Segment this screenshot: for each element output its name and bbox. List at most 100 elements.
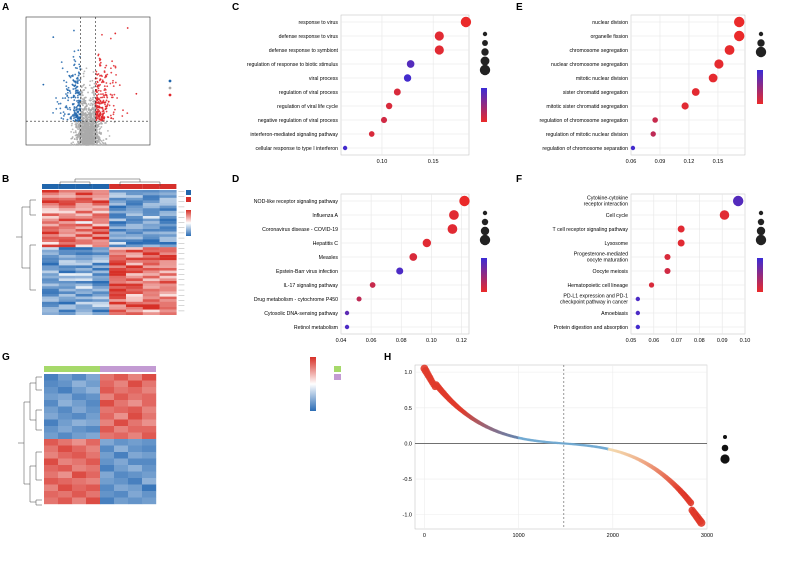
data-point [65, 105, 68, 107]
data-point [107, 129, 109, 132]
size-legend-dot [482, 31, 488, 37]
heat-cell [109, 221, 127, 224]
term-label: regulation of chromosome separation [542, 146, 628, 152]
heat-cell [128, 419, 143, 427]
heat-cell [75, 213, 93, 217]
heat-cell [159, 260, 177, 263]
heat-cell [109, 265, 127, 269]
heat-cell [72, 393, 87, 401]
data-point [82, 127, 85, 130]
data-point [93, 105, 96, 108]
size-legend-dot [720, 454, 730, 464]
heat-cell [75, 288, 93, 292]
heat-cell [114, 413, 129, 420]
data-point [99, 122, 101, 125]
heat-cell [159, 208, 177, 211]
heat-cell [142, 242, 160, 245]
group-bar-cell [109, 184, 126, 189]
heat-cell [142, 218, 160, 222]
heat-cell [142, 262, 160, 266]
heat-cell [44, 374, 59, 381]
data-point [99, 114, 101, 117]
heat-cell [58, 432, 73, 440]
term-label: defense response to symbiont [269, 48, 339, 54]
heat-cell [142, 426, 157, 433]
heat-cell [58, 257, 76, 261]
data-point [79, 103, 82, 105]
data-point [90, 114, 93, 117]
data-point [105, 107, 108, 110]
data-point [76, 138, 79, 141]
heat-cell [86, 419, 101, 427]
enrichment-dot [652, 117, 658, 123]
heat-cell [42, 268, 59, 271]
x-tick-label: 0.12 [456, 338, 467, 344]
heat-cell [109, 210, 127, 214]
heat-cell [100, 406, 115, 414]
data-point [66, 108, 69, 111]
term-label: response to virus [298, 20, 338, 26]
heat-cell [58, 262, 76, 266]
heat-cell [126, 205, 143, 209]
heat-cell [86, 426, 101, 433]
heat-cell [126, 312, 143, 315]
heat-cell [142, 387, 157, 394]
annotation-leader [683, 491, 689, 498]
heat-cell [114, 374, 129, 381]
data-point [116, 97, 119, 99]
heat-cell [100, 465, 115, 472]
heat-cell [142, 247, 160, 250]
heat-cell [126, 223, 143, 227]
heat-cell [128, 380, 143, 388]
heat-cell [92, 291, 110, 295]
heat-cell [75, 262, 93, 266]
heat-cell [42, 296, 59, 300]
heat-cell [100, 374, 115, 381]
enrichment-dot [449, 210, 459, 220]
heat-cell [58, 309, 76, 313]
heat-cell [75, 192, 93, 196]
heat-cell [159, 239, 177, 243]
heat-cell [109, 208, 127, 211]
data-point [68, 75, 71, 78]
heat-cell [92, 239, 110, 243]
data-point [73, 99, 76, 102]
heat-cell [75, 309, 93, 313]
data-point [82, 135, 85, 138]
term-label: Oocyte meiosis [593, 269, 629, 275]
data-point [99, 78, 102, 81]
data-point [71, 122, 74, 125]
heat-cell [142, 299, 160, 302]
data-point [106, 95, 108, 97]
heat-cell [142, 312, 160, 315]
data-point [102, 93, 104, 95]
data-point [97, 87, 100, 90]
data-point [72, 103, 74, 106]
data-point [98, 105, 100, 108]
data-point [73, 95, 76, 97]
heat-cell [142, 296, 160, 300]
heat-cell [72, 484, 87, 492]
heat-cell [142, 432, 157, 440]
enrichment-dot [460, 16, 472, 28]
data-point [87, 103, 90, 105]
data-point [70, 75, 73, 77]
heat-cell [126, 275, 143, 279]
heat-cell [44, 426, 59, 433]
heat-cell [109, 273, 127, 276]
heat-cell [126, 283, 143, 287]
heat-cell [142, 249, 160, 253]
heat-cell [159, 221, 177, 224]
group-bar-cell [75, 184, 93, 189]
data-point [76, 67, 78, 70]
data-point [87, 128, 90, 131]
enrichment-dot [732, 195, 744, 207]
data-point [86, 136, 89, 139]
heat-cell [142, 244, 160, 248]
data-point [79, 99, 81, 102]
term-label-line: checkpoint pathway in cancer [560, 300, 628, 306]
heat-cell [44, 380, 59, 388]
data-point [109, 37, 112, 40]
data-point [79, 123, 82, 126]
